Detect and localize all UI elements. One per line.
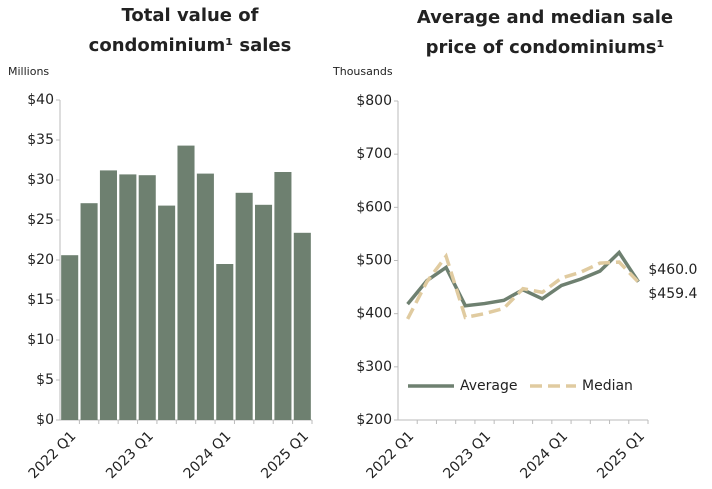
- y-tick-label: $40: [27, 92, 54, 108]
- bar: [158, 205, 176, 420]
- line-series: [406, 252, 640, 320]
- bar: [196, 173, 214, 420]
- y-tick-label: $10: [27, 332, 54, 348]
- bar: [138, 175, 156, 420]
- bar: [119, 174, 137, 420]
- bar: [255, 204, 273, 420]
- y-axis-label: Thousands: [332, 65, 393, 78]
- y-tick-label: $30: [27, 172, 54, 188]
- y-tick-label: $35: [27, 132, 54, 148]
- x-tick-label: 2023 Q1: [440, 428, 494, 482]
- bar: [235, 192, 253, 420]
- bar: [80, 203, 98, 420]
- y-tick-label: $0: [36, 412, 54, 428]
- y-tick-label: $400: [356, 306, 392, 322]
- chart-title: Average and median sale: [417, 7, 673, 28]
- x-tick-label: 2024 Q1: [181, 428, 235, 482]
- x-tick-label: 2023 Q1: [103, 428, 157, 482]
- y-tick-label: $500: [356, 253, 392, 269]
- legend-label: Median: [582, 378, 633, 394]
- x-tick-label: 2025 Q1: [594, 428, 648, 482]
- bar: [293, 232, 311, 420]
- x-tick-label: 2022 Q1: [364, 428, 418, 482]
- data-label: $459.4: [648, 286, 697, 302]
- bar: [177, 145, 195, 420]
- bar: [99, 170, 117, 420]
- data-label: $460.0: [648, 262, 697, 278]
- bar: [274, 172, 292, 420]
- chart-title: condominium¹ sales: [89, 35, 292, 56]
- x-tick-label: 2025 Q1: [258, 428, 312, 482]
- y-axis-label: Millions: [8, 65, 49, 78]
- line-series: [406, 249, 640, 308]
- legend-label: Average: [460, 378, 518, 394]
- y-tick-label: $5: [36, 372, 54, 388]
- y-tick-label: $25: [27, 212, 54, 228]
- x-tick-label: 2022 Q1: [26, 428, 80, 482]
- bar: [216, 264, 234, 420]
- x-tick-label: 2024 Q1: [517, 428, 571, 482]
- chart-title: price of condominiums¹: [426, 37, 665, 58]
- y-tick-label: $200: [356, 412, 392, 428]
- y-tick-label: $600: [356, 199, 392, 215]
- chart-title: Total value of: [122, 5, 259, 26]
- y-tick-label: $300: [356, 359, 392, 375]
- bar: [61, 255, 79, 420]
- y-tick-label: $20: [27, 252, 54, 268]
- y-tick-label: $800: [356, 93, 392, 109]
- y-tick-label: $15: [27, 292, 54, 308]
- y-tick-label: $700: [356, 146, 392, 162]
